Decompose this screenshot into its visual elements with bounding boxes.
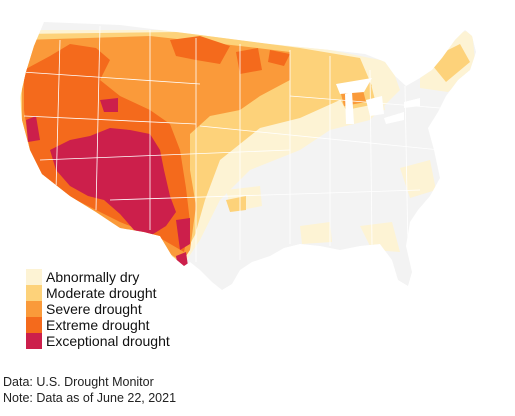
legend-label-moderate-drought: Moderate drought xyxy=(46,285,157,301)
legend-swatch-extreme-drought xyxy=(26,317,42,333)
legend-label-exceptional-drought: Exceptional drought xyxy=(46,333,170,349)
legend-swatch-severe-drought xyxy=(26,301,42,317)
legend-swatch-abnormally-dry xyxy=(26,269,42,285)
data-source-text: Data: U.S. Drought Monitor xyxy=(3,375,154,389)
legend-swatch-moderate-drought xyxy=(26,285,42,301)
data-date-note: Note: Data as of June 22, 2021 xyxy=(3,391,177,405)
legend-item-abnormally-dry: Abnormally dry xyxy=(26,269,170,285)
legend-item-severe-drought: Severe drought xyxy=(26,301,170,317)
state-borders xyxy=(21,25,441,262)
source-notes: Data: U.S. Drought Monitor Note: Data as… xyxy=(3,374,176,406)
legend-label-extreme-drought: Extreme drought xyxy=(46,317,150,333)
legend-swatch-exceptional-drought xyxy=(26,333,42,349)
legend-label-severe-drought: Severe drought xyxy=(46,301,142,317)
legend-item-moderate-drought: Moderate drought xyxy=(26,285,170,301)
legend: Abnormally dry Moderate drought Severe dro… xyxy=(26,269,170,349)
legend-label-abnormally-dry: Abnormally dry xyxy=(46,269,140,285)
exceptional-drought-region xyxy=(26,98,190,268)
legend-item-exceptional-drought: Exceptional drought xyxy=(26,333,170,349)
legend-item-extreme-drought: Extreme drought xyxy=(26,317,170,333)
drought-layer xyxy=(20,25,476,270)
